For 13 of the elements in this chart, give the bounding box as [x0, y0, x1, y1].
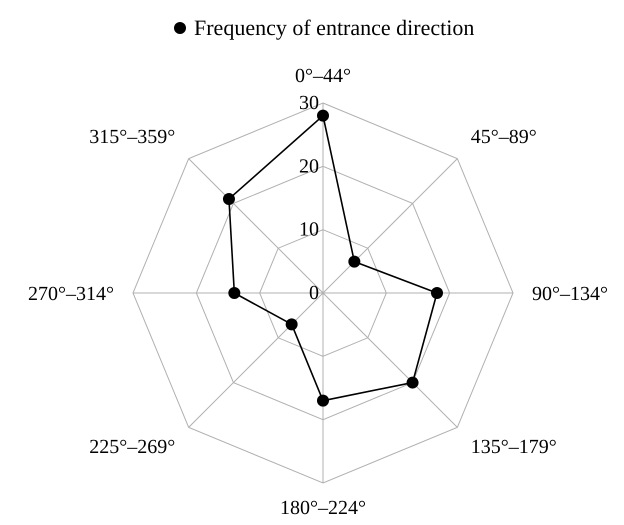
- spoke-label: 45°–89°: [470, 126, 537, 148]
- legend-label: Frequency of entrance direction: [194, 15, 474, 40]
- spoke-label: 0°–44°: [295, 65, 351, 87]
- spoke-label: 225°–269°: [89, 436, 176, 458]
- spoke-label: 90°–134°: [532, 283, 608, 305]
- spoke-label: 180°–224°: [280, 497, 366, 519]
- spoke-label: 270°–314°: [28, 283, 114, 305]
- y-tick-label: 20: [299, 155, 319, 178]
- y-tick-label: 0: [309, 282, 319, 304]
- spoke-label: 315°–359°: [89, 126, 176, 148]
- y-tick-label: 30: [299, 92, 319, 114]
- y-tick-label: 10: [299, 218, 319, 241]
- spoke-label: 135°–179°: [470, 436, 557, 458]
